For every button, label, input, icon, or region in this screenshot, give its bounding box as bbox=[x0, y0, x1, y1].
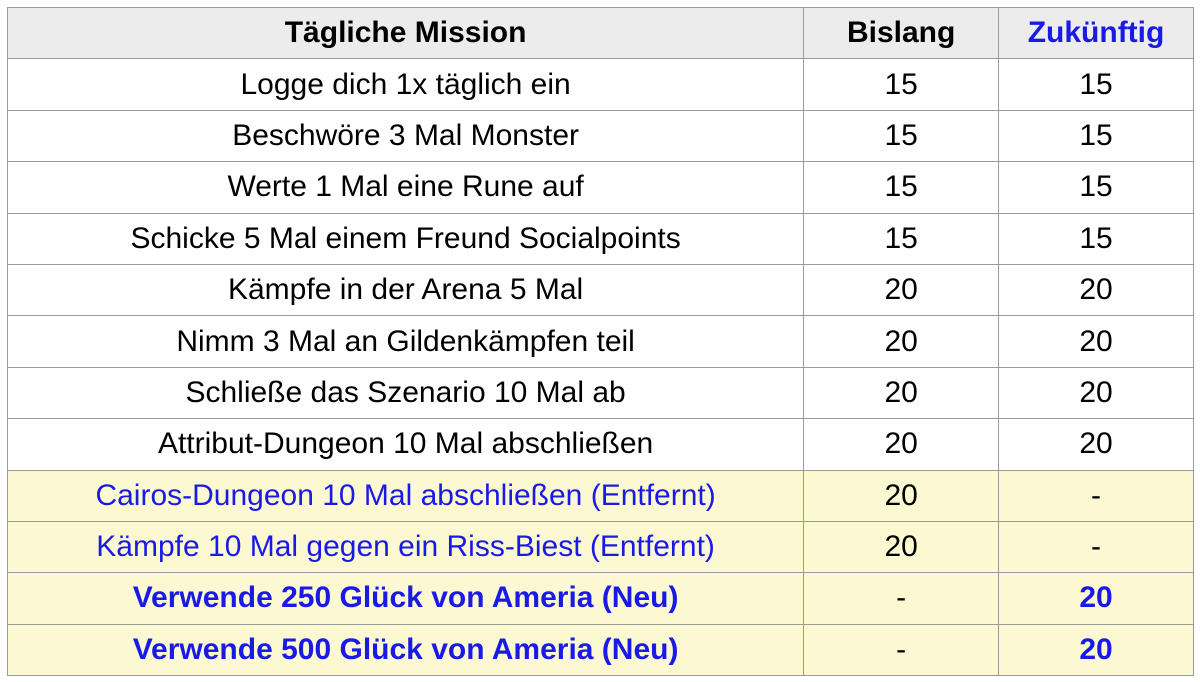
mission-cell: Beschwöre 3 Mal Monster bbox=[6, 109, 805, 163]
header-cell: Tägliche Mission bbox=[6, 6, 805, 60]
value-cell: 20 bbox=[803, 469, 1000, 522]
value-cell: 15 bbox=[803, 212, 1000, 265]
value-cell: 15 bbox=[998, 212, 1194, 265]
value-cell: - bbox=[803, 572, 1000, 625]
value-cell: 15 bbox=[998, 58, 1194, 111]
table-row: Werte 1 Mal eine Rune auf 15 15 bbox=[6, 161, 1194, 214]
mission-cell: Kämpfe 10 Mal gegen ein Riss-Biest (Entf… bbox=[6, 520, 805, 574]
table-row: Kämpfe in der Arena 5 Mal 20 20 bbox=[6, 263, 1194, 317]
table-row: Schicke 5 Mal einem Freund Socialpoints 1… bbox=[6, 212, 1194, 265]
table-row: Cairos-Dungeon 10 Mal abschließen (Entfe… bbox=[6, 469, 1194, 522]
table-row: Nimm 3 Mal an Gildenkämpfen teil 20 20 bbox=[6, 315, 1194, 368]
mission-cell: Attribut-Dungeon 10 Mal abschließen bbox=[6, 418, 805, 471]
value-cell: 15 bbox=[803, 109, 1000, 163]
table-row: Schließe das Szenario 10 Mal ab 20 20 bbox=[6, 366, 1194, 420]
table-row: Verwende 500 Glück von Ameria (Neu) -20 bbox=[6, 623, 1194, 677]
value-cell: 20 bbox=[803, 418, 1000, 471]
mission-cell: Schicke 5 Mal einem Freund Socialpoints bbox=[6, 212, 805, 265]
value-cell: 20 bbox=[803, 315, 1000, 368]
value-cell: 20 bbox=[803, 366, 1000, 420]
mission-cell: Kämpfe in der Arena 5 Mal bbox=[6, 263, 805, 317]
mission-cell: Cairos-Dungeon 10 Mal abschließen (Entfe… bbox=[6, 469, 805, 522]
mission-cell: Logge dich 1x täglich ein bbox=[6, 58, 805, 111]
mission-cell: Verwende 500 Glück von Ameria (Neu) bbox=[6, 623, 805, 677]
mission-cell: Werte 1 Mal eine Rune auf bbox=[6, 161, 805, 214]
table-row: Attribut-Dungeon 10 Mal abschließen 20 20 bbox=[6, 418, 1194, 471]
mission-cell: Nimm 3 Mal an Gildenkämpfen teil bbox=[6, 315, 805, 368]
value-cell: 20 bbox=[803, 520, 1000, 574]
header-cell: Bislang bbox=[803, 6, 1000, 60]
value-cell: 20 bbox=[998, 366, 1194, 420]
mission-table: Tägliche Mission Bislang Zukünftig Logge… bbox=[6, 6, 1194, 677]
value-cell: - bbox=[803, 623, 1000, 677]
mission-cell: Verwende 250 Glück von Ameria (Neu) bbox=[6, 572, 805, 625]
table-row: Kämpfe 10 Mal gegen ein Riss-Biest (Entf… bbox=[6, 520, 1194, 574]
value-cell: 20 bbox=[998, 572, 1194, 625]
value-cell: 20 bbox=[998, 623, 1194, 677]
value-cell: 15 bbox=[998, 109, 1194, 163]
table-row: Beschwöre 3 Mal Monster 15 15 bbox=[6, 109, 1194, 163]
value-cell: 15 bbox=[998, 161, 1194, 214]
header-cell: Zukünftig bbox=[998, 6, 1194, 60]
table-row: Verwende 250 Glück von Ameria (Neu) -20 bbox=[6, 572, 1194, 625]
value-cell: 15 bbox=[803, 161, 1000, 214]
value-cell: 20 bbox=[998, 263, 1194, 317]
table-row: Logge dich 1x täglich ein 15 15 bbox=[6, 58, 1194, 111]
table-body: Logge dich 1x täglich ein 15 15 Beschwöre 3… bbox=[6, 58, 1194, 677]
value-cell: - bbox=[998, 520, 1194, 574]
value-cell: 20 bbox=[998, 418, 1194, 471]
header-row: Tägliche Mission Bislang Zukünftig bbox=[6, 6, 1194, 60]
value-cell: - bbox=[998, 469, 1194, 522]
mission-cell: Schließe das Szenario 10 Mal ab bbox=[6, 366, 805, 420]
value-cell: 15 bbox=[803, 58, 1000, 111]
value-cell: 20 bbox=[998, 315, 1194, 368]
value-cell: 20 bbox=[803, 263, 1000, 317]
